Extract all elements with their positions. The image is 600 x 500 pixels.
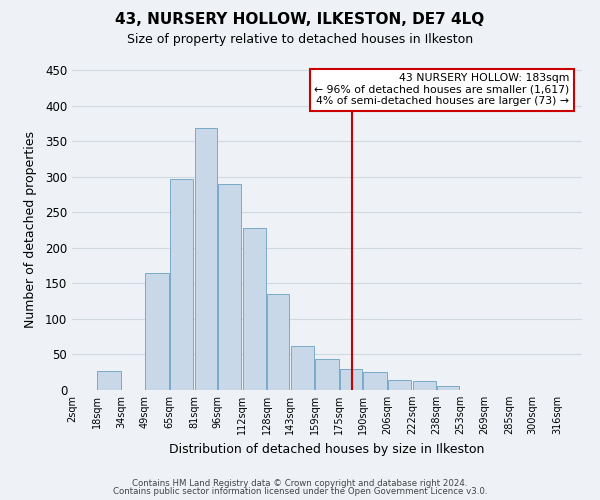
X-axis label: Distribution of detached houses by size in Ilkeston: Distribution of detached houses by size … (169, 442, 485, 456)
Bar (268, 294, 289, 390)
Text: Contains public sector information licensed under the Open Government Licence v3: Contains public sector information licen… (113, 487, 487, 496)
Text: Size of property relative to detached houses in Ilkeston: Size of property relative to detached ho… (127, 32, 473, 46)
Bar (170, 179, 193, 390)
Text: 43 NURSERY HOLLOW: 183sqm
← 96% of detached houses are smaller (1,617)
4% of sem: 43 NURSERY HOLLOW: 183sqm ← 96% of detac… (314, 73, 569, 106)
Bar (195, 128, 217, 390)
Bar (97, 371, 121, 390)
Bar (145, 272, 169, 390)
Bar (437, 386, 459, 390)
Bar (315, 360, 339, 390)
Bar (388, 380, 412, 390)
Bar (242, 228, 266, 390)
Bar (290, 346, 314, 390)
Text: Contains HM Land Registry data © Crown copyright and database right 2024.: Contains HM Land Registry data © Crown c… (132, 478, 468, 488)
Bar (218, 184, 241, 390)
Bar (413, 381, 436, 390)
Text: 43, NURSERY HOLLOW, ILKESTON, DE7 4LQ: 43, NURSERY HOLLOW, ILKESTON, DE7 4LQ (115, 12, 485, 28)
Y-axis label: Number of detached properties: Number of detached properties (23, 132, 37, 328)
Bar (340, 368, 362, 390)
Bar (363, 372, 386, 390)
